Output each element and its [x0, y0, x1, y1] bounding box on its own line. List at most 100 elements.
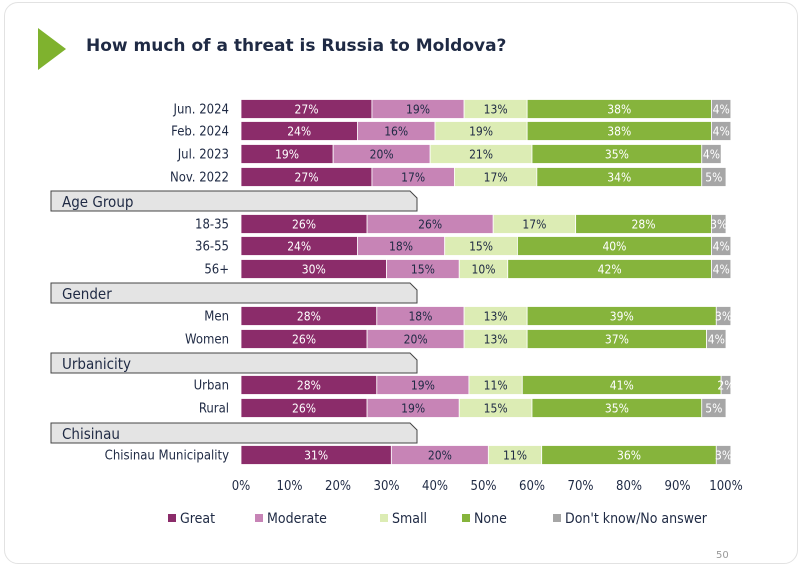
- data-label: 17%: [401, 171, 425, 185]
- row-label: Urban: [194, 379, 229, 394]
- row-label: Nov. 2022: [170, 171, 229, 186]
- bar-segment: [711, 236, 732, 256]
- x-tick-label: 90%: [665, 479, 691, 494]
- row-label: 18-35: [195, 218, 229, 233]
- data-label: 20%: [428, 449, 452, 463]
- data-label: 17%: [522, 218, 546, 232]
- bar-segment: [711, 214, 727, 234]
- legend-swatch: [168, 514, 176, 522]
- group-header-box: [50, 422, 418, 444]
- group-header-label: Urbanicity: [62, 355, 131, 373]
- legend-label: Great: [180, 511, 215, 527]
- data-label: 40%: [602, 240, 626, 254]
- bar-segment: [706, 329, 727, 349]
- legend-swatch: [462, 514, 470, 522]
- bar-segment: [720, 375, 732, 395]
- x-tick-label: 30%: [374, 479, 400, 494]
- group-header-box: [50, 352, 418, 374]
- data-label: 5%: [705, 402, 722, 416]
- row-label: 36-55: [195, 240, 229, 255]
- x-tick-label: 0%: [232, 479, 251, 494]
- legend-label: None: [474, 511, 507, 527]
- data-label: 13%: [484, 333, 508, 347]
- data-label: 19%: [469, 125, 493, 139]
- data-label: 18%: [408, 310, 432, 324]
- bar-segment: [715, 445, 732, 465]
- x-tick-label: 10%: [277, 479, 303, 494]
- data-label: 28%: [632, 218, 656, 232]
- data-label: 18%: [389, 240, 413, 254]
- bar-segment: [715, 306, 732, 326]
- data-label: 13%: [484, 310, 508, 324]
- data-label: 31%: [304, 449, 328, 463]
- data-label: 27%: [294, 171, 318, 185]
- row-label: Rural: [199, 402, 229, 417]
- data-label: 4%: [703, 148, 720, 162]
- data-label: 24%: [287, 125, 311, 139]
- data-label: 39%: [610, 310, 634, 324]
- data-label: 20%: [404, 333, 428, 347]
- data-label: 26%: [292, 218, 316, 232]
- data-label: 21%: [469, 148, 493, 162]
- x-tick-label: 100%: [709, 479, 742, 494]
- data-label: 38%: [607, 103, 631, 117]
- data-label: 26%: [292, 333, 316, 347]
- data-label: 42%: [598, 263, 622, 277]
- bar-segment: [711, 121, 732, 141]
- bar-segment: [711, 259, 732, 279]
- data-label: 4%: [708, 333, 725, 347]
- data-label: 11%: [484, 379, 508, 393]
- bar-segment: [701, 144, 722, 164]
- data-label: 2%: [717, 379, 734, 393]
- x-tick-label: 80%: [616, 479, 642, 494]
- data-label: 34%: [607, 171, 631, 185]
- data-label: 20%: [370, 148, 394, 162]
- page-title: How much of a threat is Russia to Moldov…: [86, 36, 507, 56]
- row-label: Chisinau Municipality: [105, 449, 229, 464]
- data-label: 26%: [418, 218, 442, 232]
- row-label: 56+: [204, 263, 229, 278]
- x-tick-label: 70%: [568, 479, 594, 494]
- data-label: 27%: [294, 103, 318, 117]
- data-label: 38%: [607, 125, 631, 139]
- data-label: 3%: [710, 218, 727, 232]
- row-label: Women: [185, 333, 229, 348]
- bar-segment: [701, 398, 727, 418]
- group-header-label: Gender: [62, 285, 112, 303]
- data-label: 4%: [713, 240, 730, 254]
- group-header-label: Chisinau: [62, 425, 120, 443]
- data-label: 17%: [484, 171, 508, 185]
- data-label: 35%: [605, 402, 629, 416]
- data-label: 19%: [406, 103, 430, 117]
- group-header-box: [50, 190, 418, 212]
- data-label: 41%: [610, 379, 634, 393]
- data-label: 15%: [484, 402, 508, 416]
- row-label: Jul. 2023: [177, 148, 229, 163]
- data-label: 19%: [401, 402, 425, 416]
- group-header-label: Age Group: [62, 193, 133, 211]
- legend-label: Don't know/No answer: [565, 511, 708, 527]
- data-label: 24%: [287, 240, 311, 254]
- data-label: 15%: [469, 240, 493, 254]
- data-label: 4%: [713, 125, 730, 139]
- row-label: Jun. 2024: [173, 103, 229, 118]
- row-label: Feb. 2024: [171, 125, 229, 140]
- data-label: 5%: [705, 171, 722, 185]
- data-label: 19%: [411, 379, 435, 393]
- data-label: 4%: [713, 103, 730, 117]
- data-label: 16%: [384, 125, 408, 139]
- legend-swatch: [255, 514, 263, 522]
- data-label: 15%: [411, 263, 435, 277]
- x-tick-label: 20%: [325, 479, 351, 494]
- data-label: 28%: [297, 379, 321, 393]
- page-number: 50: [716, 550, 729, 561]
- bar-segment: [711, 99, 732, 119]
- data-label: 3%: [715, 449, 732, 463]
- data-label: 10%: [472, 263, 496, 277]
- data-label: 35%: [605, 148, 629, 162]
- bar-segment: [701, 167, 727, 187]
- data-label: 36%: [617, 449, 641, 463]
- data-label: 30%: [302, 263, 326, 277]
- row-label: Men: [204, 310, 229, 325]
